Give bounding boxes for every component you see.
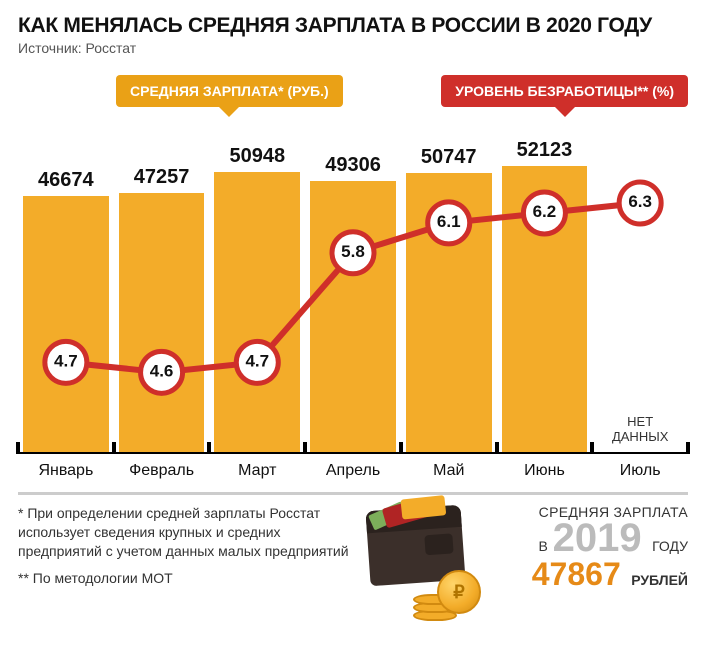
bar-column: 47257 (114, 167, 210, 452)
callout-unemployment: УРОВЕНЬ БЕЗРАБОТИЦЫ** (%) (441, 75, 688, 107)
month-label: Май (401, 462, 497, 480)
footnotes: * При определении средней зарплаты Росст… (18, 500, 358, 596)
x-axis (18, 452, 688, 454)
bar-column: 46674 (18, 170, 114, 452)
bar-value: 52123 (517, 140, 573, 160)
bar-value: 47257 (134, 167, 190, 187)
footnote-2: ** По методологии МОТ (18, 569, 350, 588)
footer: * При определении средней зарплаты Росст… (18, 500, 688, 630)
bar-column: НЕТ ДАННЫХ (592, 415, 688, 452)
bar-value: 46674 (38, 170, 94, 190)
footnote-1: * При определении средней зарплаты Росст… (18, 504, 350, 561)
month-label: Июль (592, 462, 688, 480)
bar-value: 49306 (325, 155, 381, 175)
summary-year-suffix: ГОДУ (652, 538, 688, 554)
month-label: Март (209, 462, 305, 480)
bar-value: 50948 (229, 146, 285, 166)
bars-container: 46674 47257 50948 49306 50747 52123 НЕТ ДАННЫХ (18, 120, 688, 452)
summary-year: 2019 (553, 516, 642, 560)
bar-value: 50747 (421, 147, 477, 167)
salary-bar (502, 166, 588, 452)
month-labels: ЯнварьФевральМартАпрельМайИюньИюль (18, 462, 688, 480)
summary-amount: 47867 (532, 556, 621, 592)
coin-stack-icon: ₽ (413, 576, 469, 622)
callout-salary: СРЕДНЯЯ ЗАРПЛАТА* (РУБ.) (116, 75, 343, 107)
summary-label-in: В (539, 538, 549, 554)
bar-column: 52123 (497, 140, 593, 452)
wallet-button-icon (437, 539, 446, 548)
source-line: Источник: Росстат (18, 40, 688, 56)
salary-bar (119, 193, 205, 452)
salary-bar (310, 181, 396, 452)
chart-area: 46674 47257 50948 49306 50747 52123 НЕТ ДАННЫХ… (18, 120, 688, 480)
bar-column: 50747 (401, 147, 497, 452)
summary-2019: СРЕДНЯЯ ЗАРПЛАТА В 2019 ГОДУ 47867 РУБЛЕ… (498, 500, 688, 590)
page-title: КАК МЕНЯЛАСЬ СРЕДНЯЯ ЗАРПЛАТА В РОССИИ В… (18, 14, 688, 38)
summary-currency: РУБЛЕЙ (631, 572, 688, 588)
infographic-root: КАК МЕНЯЛАСЬ СРЕДНЯЯ ЗАРПЛАТА В РОССИИ В… (0, 0, 706, 654)
month-label: Июнь (497, 462, 593, 480)
no-data-label: НЕТ ДАННЫХ (597, 415, 683, 444)
month-label: Апрель (305, 462, 401, 480)
wallet-art: ₽ (358, 500, 498, 630)
month-label: Февраль (114, 462, 210, 480)
salary-bar (23, 196, 109, 452)
salary-bar (214, 172, 300, 452)
bar-column: 50948 (209, 146, 305, 452)
card-icon (400, 495, 446, 519)
divider (18, 492, 688, 495)
month-label: Январь (18, 462, 114, 480)
salary-bar (406, 173, 492, 452)
bar-column: 49306 (305, 155, 401, 452)
ruble-coin-icon: ₽ (437, 570, 481, 614)
